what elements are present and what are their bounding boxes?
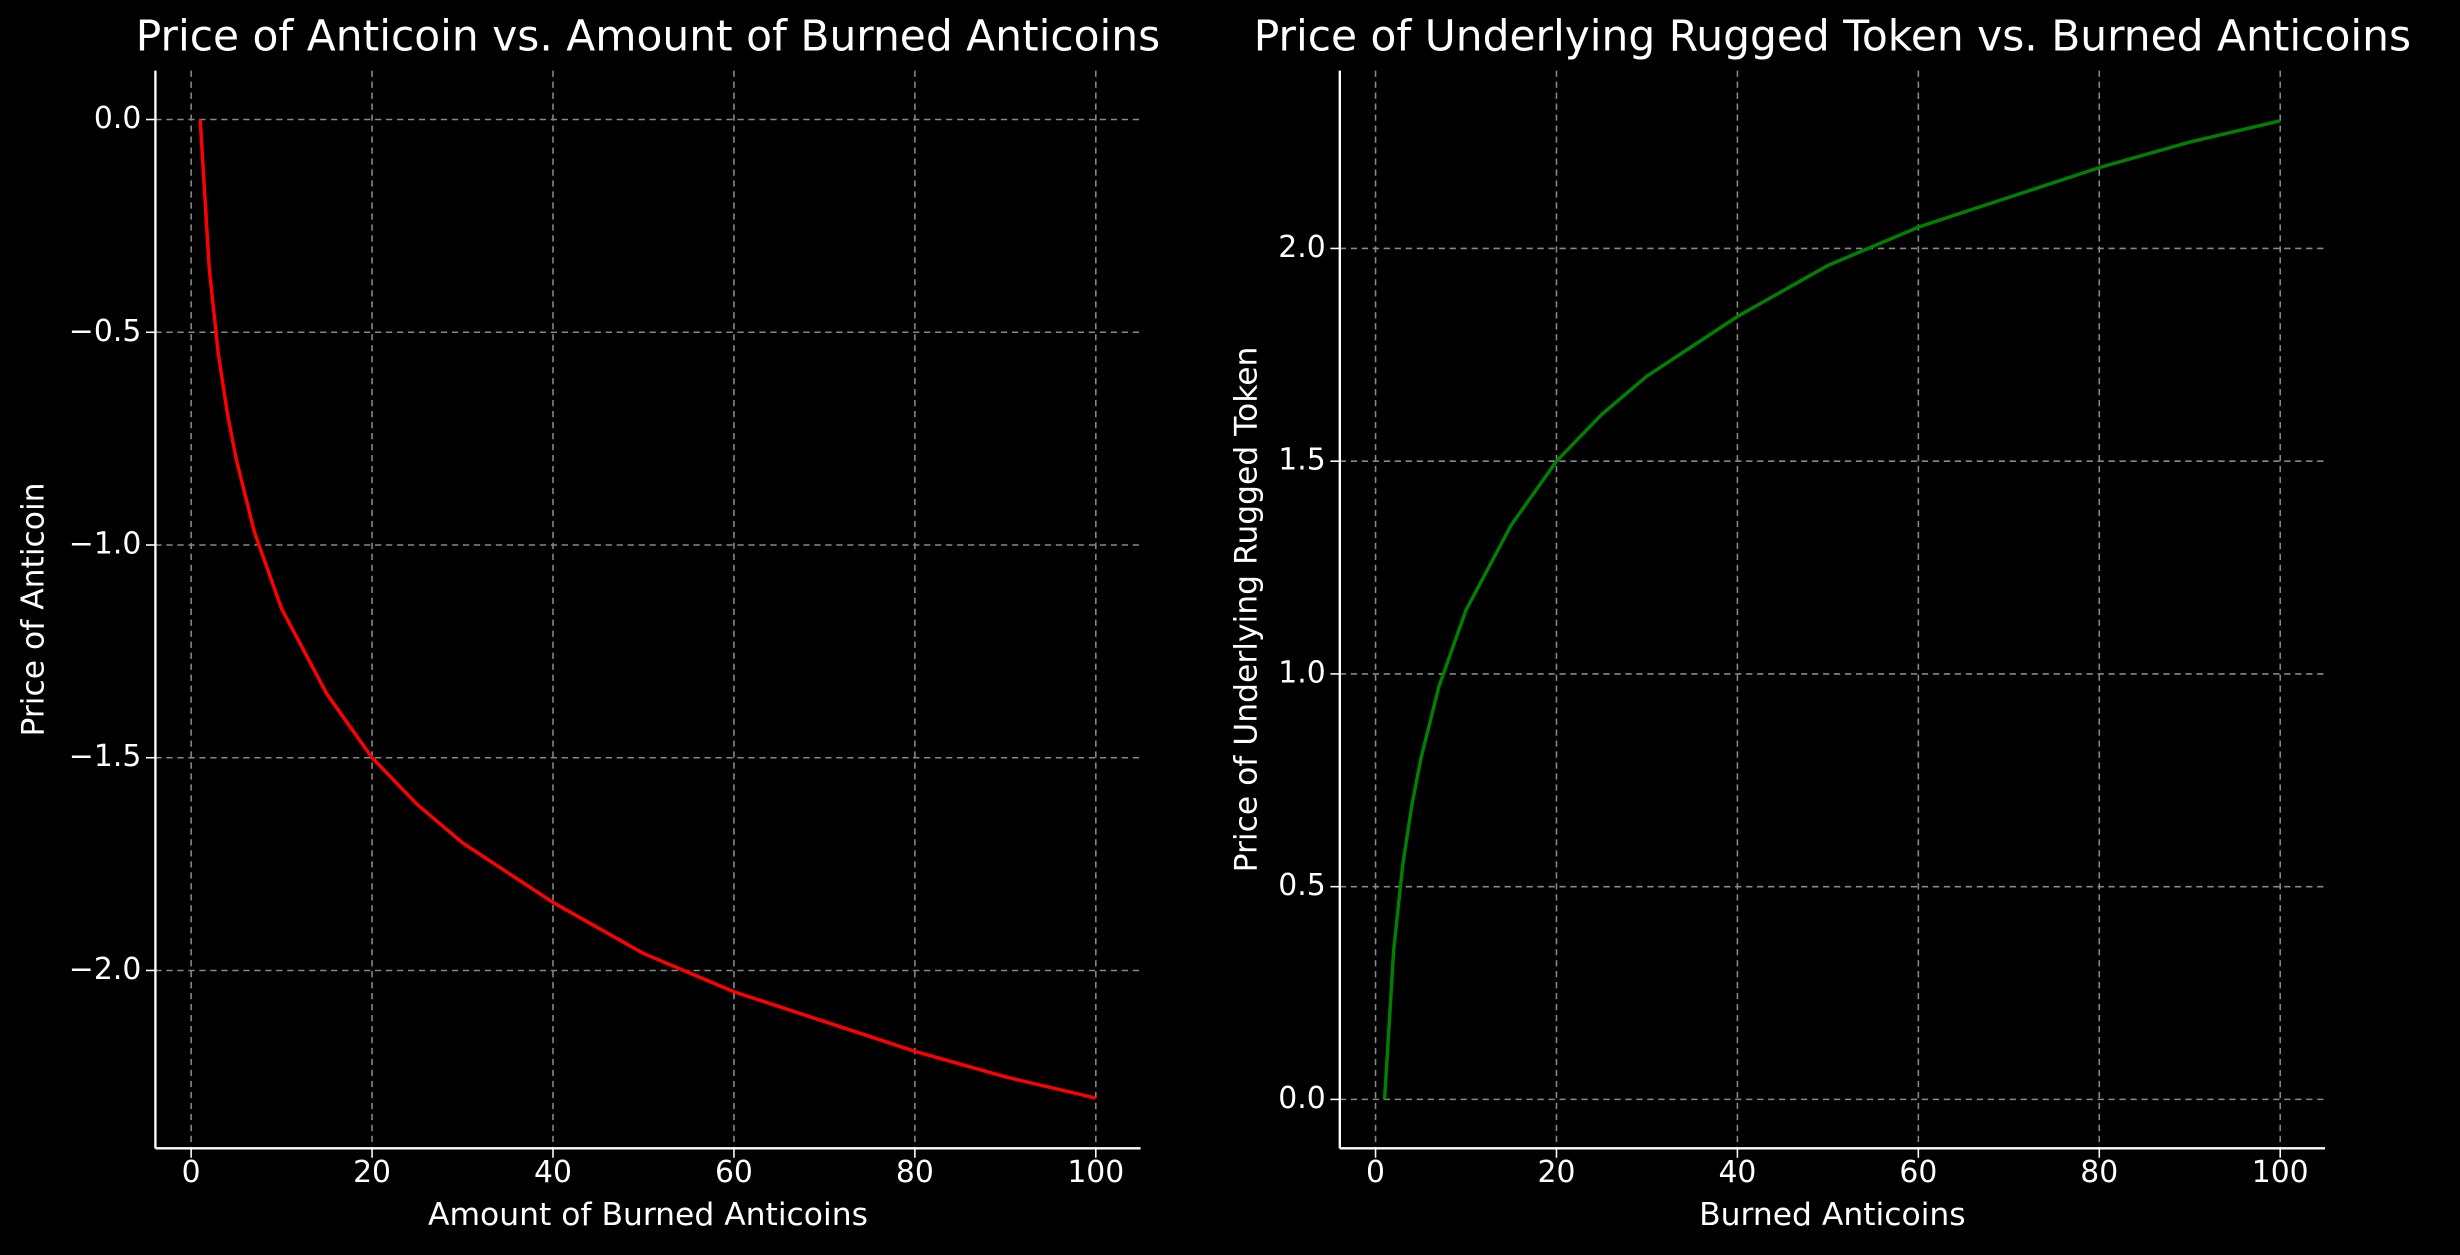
y-tick-label: −0.5 <box>69 314 141 349</box>
x-tick-label: 100 <box>1067 1155 1124 1190</box>
x-tick-label: 60 <box>715 1155 753 1190</box>
x-tick-label: 20 <box>1538 1155 1576 1190</box>
x-tick-label: 80 <box>2080 1155 2118 1190</box>
x-tick-label: 40 <box>1718 1155 1756 1190</box>
x-tick-label: 20 <box>353 1155 391 1190</box>
y-tick-label: −2.0 <box>69 952 141 987</box>
y-tick-label: −1.0 <box>69 526 141 561</box>
chart-title: Price of Underlying Rugged Token vs. Bur… <box>1254 12 2411 61</box>
x-tick-label: 80 <box>896 1155 934 1190</box>
x-axis-label: Amount of Burned Anticoins <box>428 1197 868 1233</box>
y-tick-label: −1.5 <box>69 739 141 774</box>
line <box>198 119 1097 1100</box>
x-tick-label: 0 <box>182 1155 201 1190</box>
x-tick-label: 100 <box>2252 1155 2309 1190</box>
x-axis-label: Burned Anticoins <box>1699 1197 1965 1233</box>
y-tick-label: 2.0 <box>1278 230 1325 265</box>
x-tick-label: 40 <box>534 1155 572 1190</box>
y-tick-label: 0.5 <box>1278 868 1325 903</box>
y-axis-label: Price of Underlying Rugged Token <box>1228 347 1264 873</box>
y-tick-label: 1.5 <box>1278 443 1325 478</box>
x-tick-label: 60 <box>1899 1155 1937 1190</box>
y-tick-label: 0.0 <box>1278 1081 1325 1116</box>
y-axis-label: Price of Anticoin <box>16 482 52 736</box>
x-tick-label: 0 <box>1366 1155 1385 1190</box>
y-tick-label: 1.0 <box>1278 655 1325 690</box>
chart-title: Price of Anticoin vs. Amount of Burned A… <box>136 12 1160 61</box>
line <box>1382 119 2281 1100</box>
y-tick-label: 0.0 <box>94 101 141 136</box>
